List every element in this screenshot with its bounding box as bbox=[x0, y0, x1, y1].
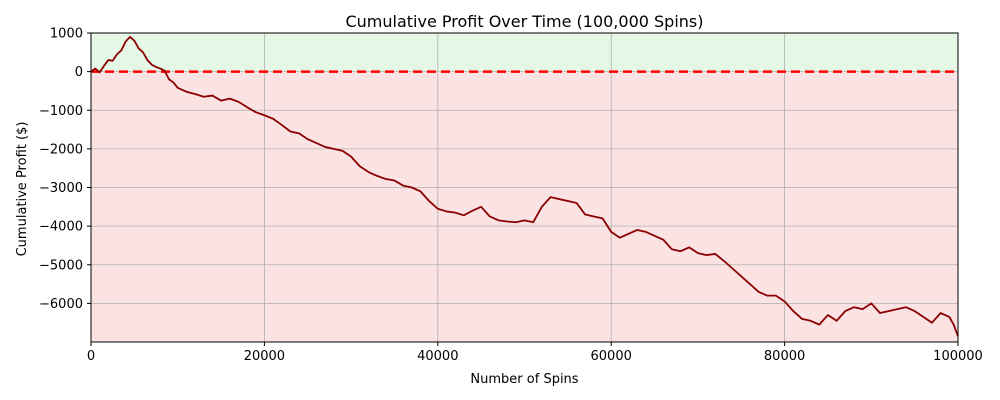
plot-area: 0 20000 40000 60000 80000 100000 1000 0 −1000 −20… bbox=[39, 27, 983, 365]
y-tick-label: −5000 bbox=[39, 258, 83, 273]
x-tick-label: 80000 bbox=[764, 349, 805, 364]
y-tick-label: 0 bbox=[75, 65, 83, 80]
x-tick-label: 100000 bbox=[933, 349, 983, 364]
y-tick-label: −4000 bbox=[39, 220, 83, 235]
y-tick-label: −6000 bbox=[39, 297, 83, 312]
y-axis-label: Cumulative Profit ($) bbox=[15, 122, 30, 257]
y-tick-label: −1000 bbox=[39, 104, 83, 119]
x-tick-label: 60000 bbox=[591, 349, 632, 364]
x-tick-label: 20000 bbox=[244, 349, 285, 364]
y-tick-label: 1000 bbox=[50, 27, 83, 42]
y-tick-label: −2000 bbox=[39, 142, 83, 157]
profit-series-line bbox=[90, 35, 959, 337]
profit-region bbox=[91, 33, 958, 72]
chart-title: Cumulative Profit Over Time (100,000 Spi… bbox=[345, 12, 703, 31]
y-tick-label: −3000 bbox=[39, 181, 83, 196]
loss-region bbox=[91, 71, 958, 342]
x-tick-label: 40000 bbox=[417, 349, 458, 364]
x-axis-label: Number of Spins bbox=[470, 372, 578, 387]
x-tick-label: 0 bbox=[87, 349, 95, 364]
